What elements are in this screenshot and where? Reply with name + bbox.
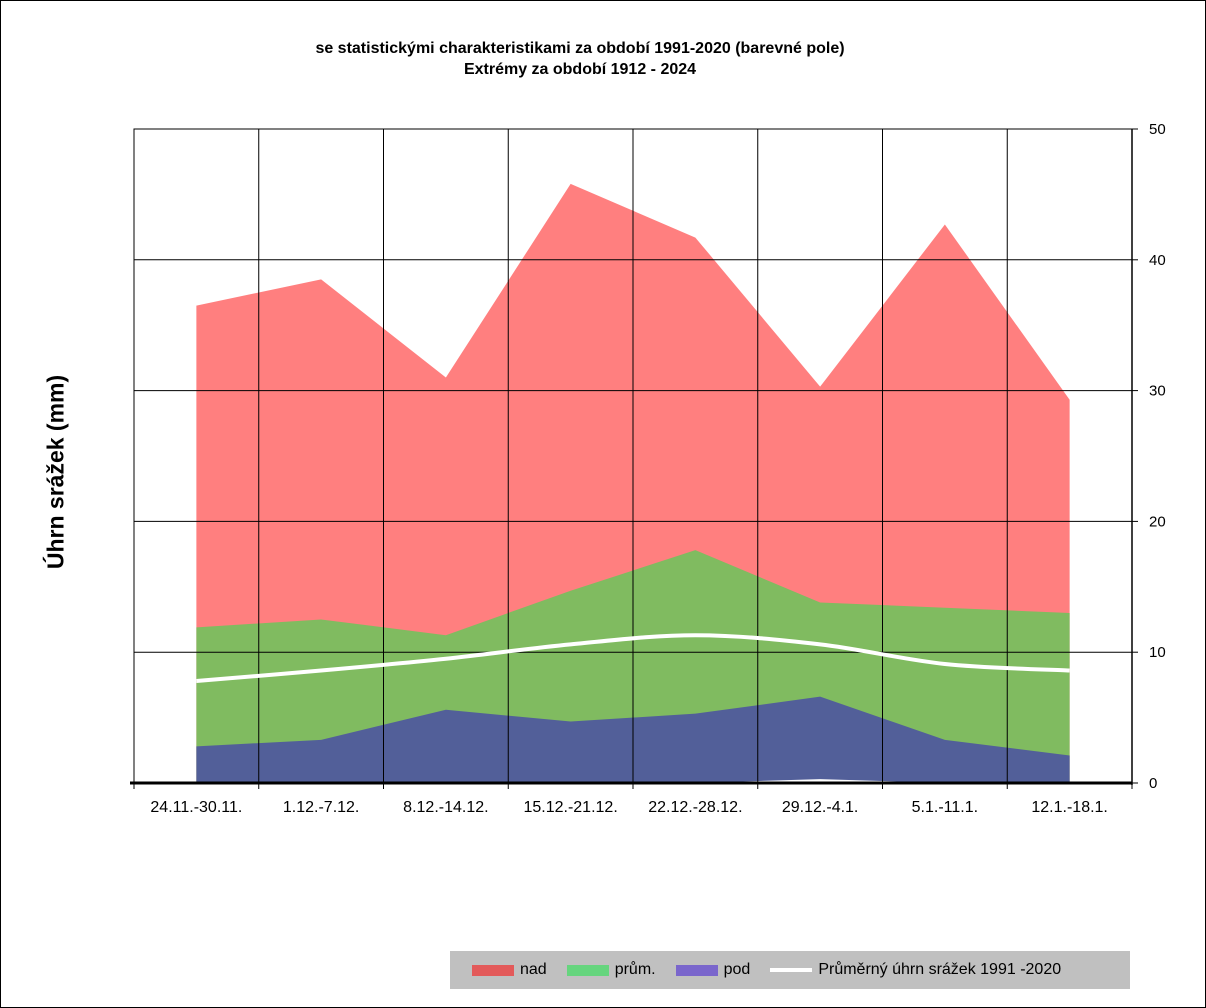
legend-item-pod: pod [675, 961, 751, 979]
legend-item-prum: prům. [566, 961, 656, 979]
average-line [196, 633, 1070, 683]
legend-swatch-nad [472, 964, 514, 976]
x-tick-label: 24.11.-30.11. [150, 799, 242, 816]
y-tick-label: 0 [1149, 775, 1157, 792]
legend-label-pod: pod [723, 961, 751, 978]
legend-label-nad: nad [520, 961, 547, 978]
y-tick-label: 50 [1149, 121, 1166, 138]
chart-title: se statistickými charakteristikami za ob… [130, 38, 1030, 80]
x-tick-label: 29.12.-4.1. [782, 799, 859, 816]
legend-swatch-prum [566, 964, 609, 976]
legend-label-average-line: Průměrný úhrn srážek 1991 -2020 [818, 961, 1062, 978]
legend-item-nad: nad [472, 961, 547, 979]
legend-item-average-line: Průměrný úhrn srážek 1991 -2020 [770, 961, 1061, 979]
y-tick-label: 10 [1149, 644, 1166, 661]
x-tick-label: 12.1.-18.1. [1031, 799, 1108, 816]
y-tick-label: 40 [1149, 252, 1166, 269]
y-tick-label: 30 [1149, 383, 1166, 400]
legend: nad prům. pod Průměrný úhrn srážek 1991 … [450, 951, 1130, 989]
legend-label-prum: prům. [614, 961, 656, 978]
legend-swatch-pod [675, 964, 718, 976]
title-line-2: Extrémy za období 1912 - 2024 [463, 61, 697, 78]
legend-swatch-average-line [770, 968, 813, 972]
x-tick-label: 8.12.-14.12. [403, 799, 488, 816]
x-tick-label: 1.12.-7.12. [283, 799, 360, 816]
x-tick-label: 22.12.-28.12. [648, 799, 742, 816]
title-line-1: se statistickými charakteristikami za ob… [315, 40, 845, 57]
x-tick-label: 5.1.-11.1. [912, 799, 978, 816]
x-tick-label: 15.12.-21.12. [523, 799, 617, 816]
y-tick-label: 20 [1149, 513, 1166, 530]
